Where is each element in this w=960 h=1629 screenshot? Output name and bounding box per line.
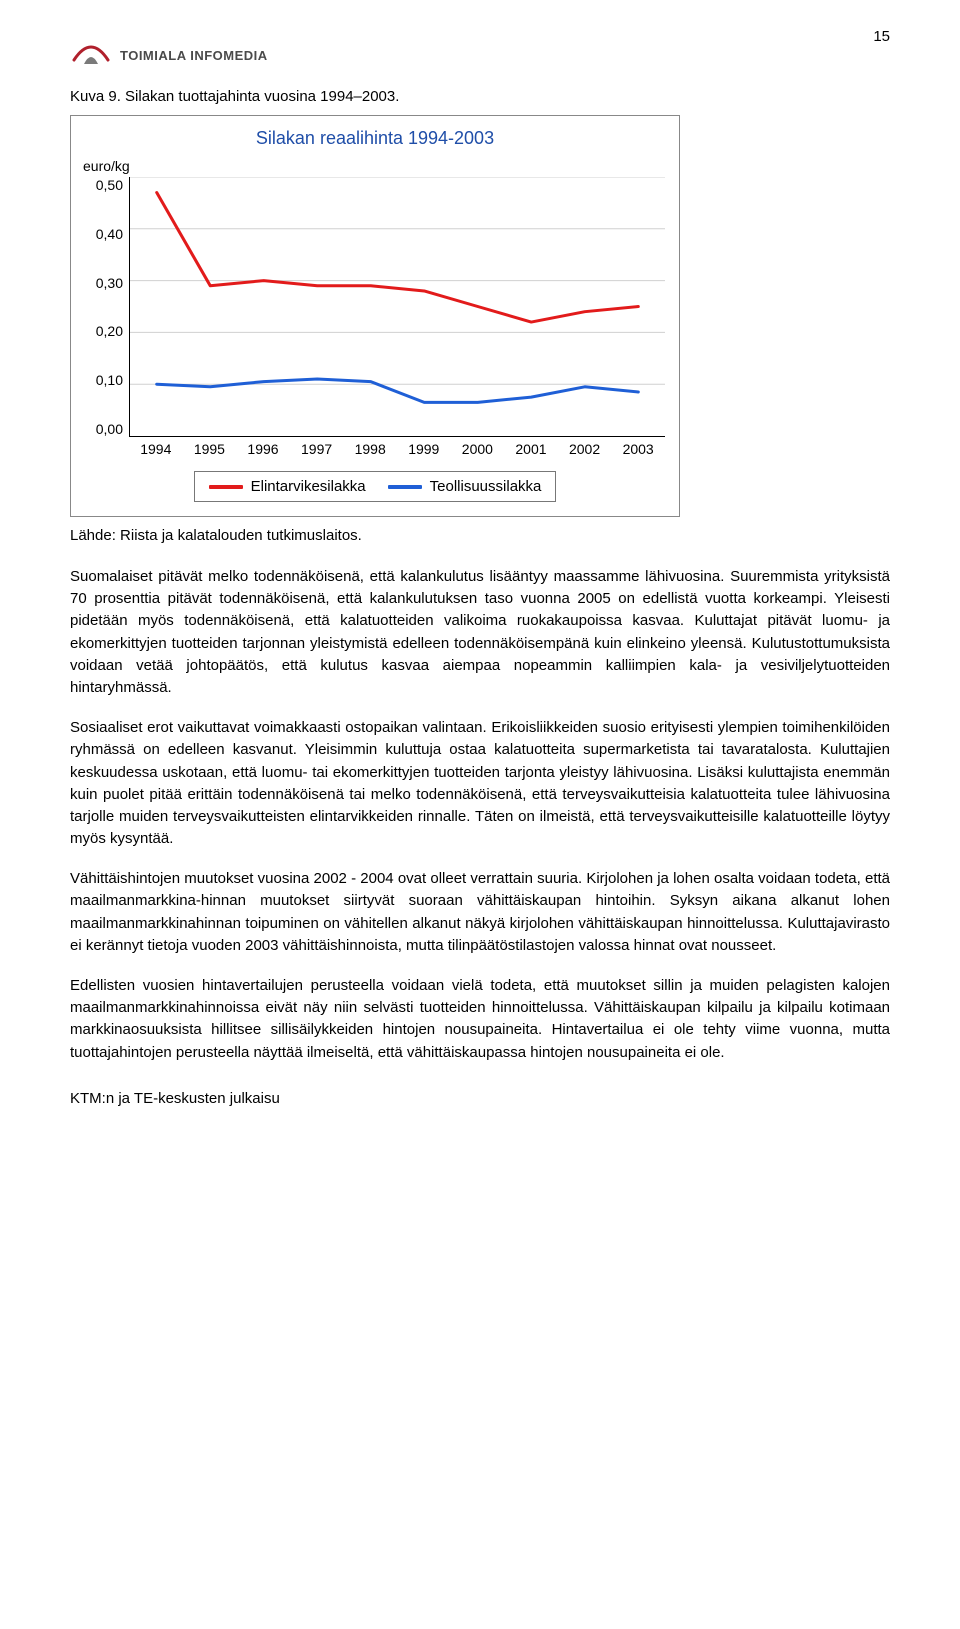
legend-label: Teollisuussilakka bbox=[430, 478, 542, 495]
series-line bbox=[157, 379, 639, 402]
legend-swatch bbox=[209, 485, 243, 489]
x-tick-label: 2000 bbox=[451, 441, 505, 457]
plot-wrap: 1994199519961997199819992000200120022003 bbox=[129, 159, 665, 457]
page-number: 15 bbox=[873, 28, 890, 45]
x-tick-label: 1999 bbox=[397, 441, 451, 457]
legend-item: Elintarvikesilakka bbox=[209, 478, 366, 495]
x-axis: 1994199519961997199819992000200120022003 bbox=[129, 437, 665, 457]
y-tick-label: 0,00 bbox=[85, 421, 123, 437]
x-tick-label: 2001 bbox=[504, 441, 558, 457]
logo: TOIMIALA INFOMEDIA bbox=[70, 40, 890, 70]
x-tick-label: 1997 bbox=[290, 441, 344, 457]
x-tick-label: 1995 bbox=[183, 441, 237, 457]
x-tick-label: 1994 bbox=[129, 441, 183, 457]
plot-area bbox=[129, 177, 665, 437]
y-axis: 0,50 0,40 0,30 0,20 0,10 0,00 bbox=[85, 177, 129, 437]
x-tick-label: 1996 bbox=[236, 441, 290, 457]
body-text: Suomalaiset pitävät melko todennäköisenä… bbox=[70, 566, 890, 1064]
y-axis-unit: euro/kg bbox=[83, 158, 130, 174]
paragraph: Vähittäishintojen muutokset vuosina 2002… bbox=[70, 868, 890, 957]
figure-caption: Kuva 9. Silakan tuottajahinta vuosina 19… bbox=[70, 88, 890, 105]
legend-item: Teollisuussilakka bbox=[388, 478, 542, 495]
x-tick-label: 2003 bbox=[611, 441, 665, 457]
footer: KTM:n ja TE-keskusten julkaisu bbox=[70, 1090, 890, 1107]
paragraph: Sosiaaliset erot vaikuttavat voimakkaast… bbox=[70, 717, 890, 850]
logo-text: TOIMIALA INFOMEDIA bbox=[120, 48, 268, 63]
chart-container: Silakan reaalihinta 1994-2003 euro/kg 0,… bbox=[70, 115, 680, 517]
figure-source: Lähde: Riista ja kalatalouden tutkimusla… bbox=[70, 527, 890, 544]
chart-body: 0,500,400,300,200,100,00 199419951996199… bbox=[85, 159, 665, 457]
chart-legend: Elintarvikesilakka Teollisuussilakka bbox=[194, 471, 557, 502]
series-line bbox=[157, 193, 639, 323]
y-tick-label: 0,40 bbox=[85, 226, 123, 242]
paragraph: Suomalaiset pitävät melko todennäköisenä… bbox=[70, 566, 890, 699]
paragraph: Edellisten vuosien hintavertailujen peru… bbox=[70, 975, 890, 1064]
legend-swatch bbox=[388, 485, 422, 489]
legend-label: Elintarvikesilakka bbox=[251, 478, 366, 495]
chart-svg bbox=[130, 177, 665, 436]
logo-icon bbox=[70, 40, 112, 70]
y-tick-label: 0,20 bbox=[85, 323, 123, 339]
y-tick-label: 0,50 bbox=[85, 177, 123, 193]
chart-title: Silakan reaalihinta 1994-2003 bbox=[85, 128, 665, 149]
y-tick-label: 0,10 bbox=[85, 372, 123, 388]
x-tick-label: 2002 bbox=[558, 441, 612, 457]
page: 15 TOIMIALA INFOMEDIA Kuva 9. Silakan tu… bbox=[0, 0, 960, 1167]
x-tick-label: 1998 bbox=[343, 441, 397, 457]
y-tick-label: 0,30 bbox=[85, 275, 123, 291]
